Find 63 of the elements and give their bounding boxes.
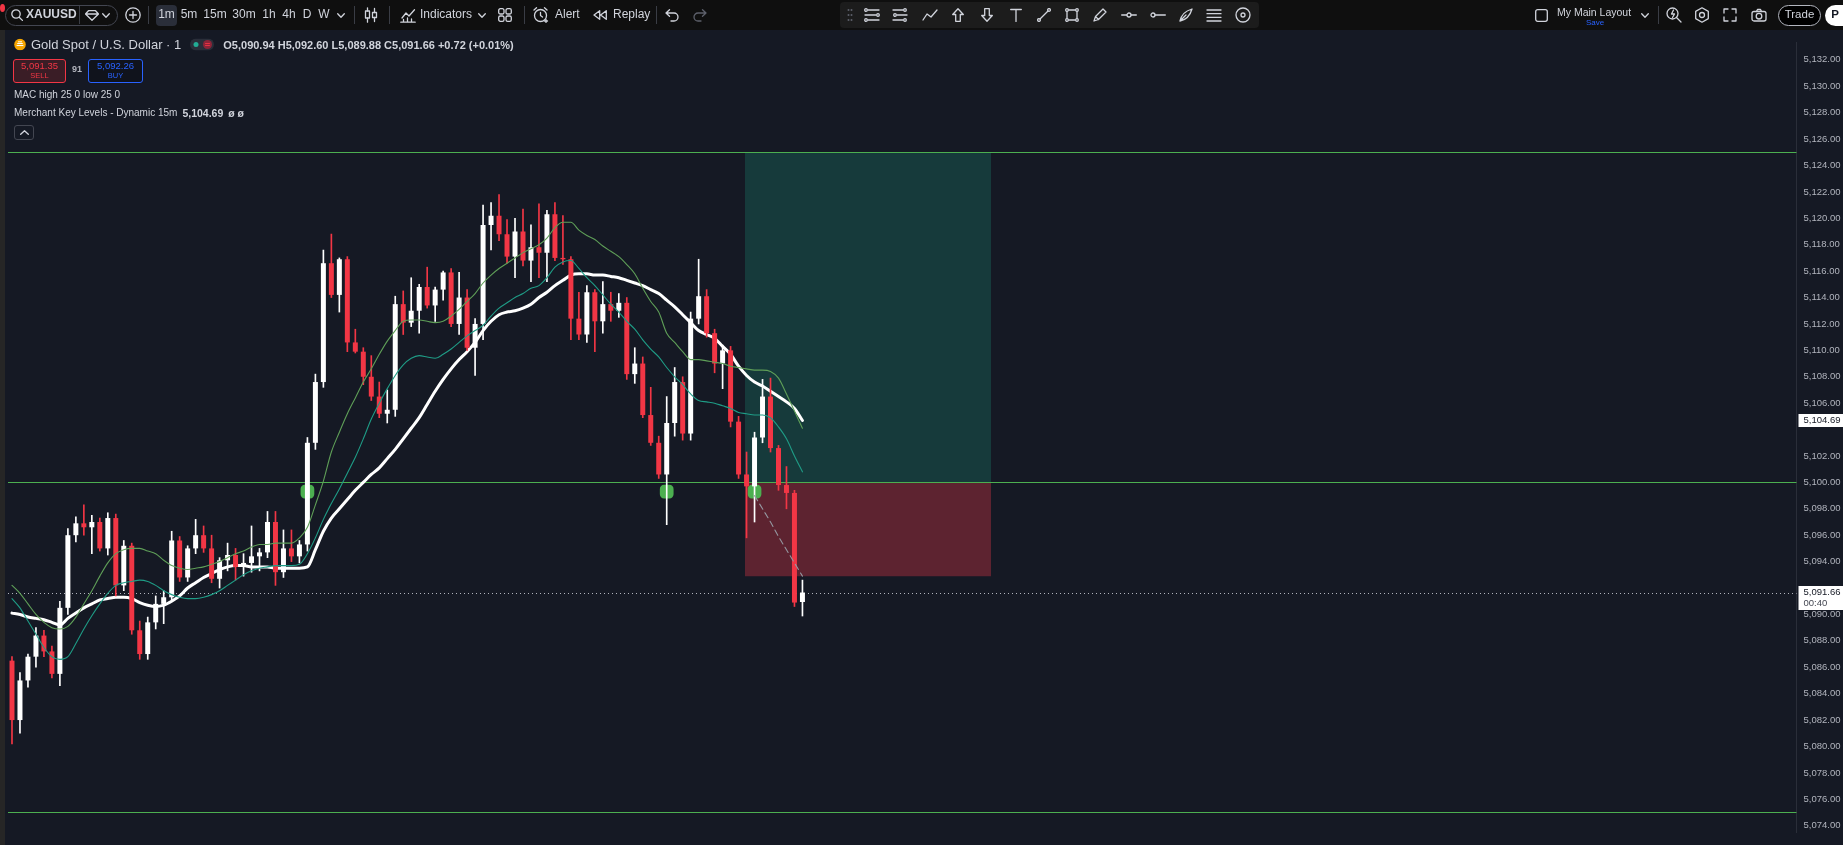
text: Replay xyxy=(613,7,651,22)
y-tick-label: 5,122.00 xyxy=(1803,185,1841,197)
text: My Main Layout xyxy=(1557,5,1632,19)
text: Alert xyxy=(555,7,580,22)
text: 15m xyxy=(203,7,227,22)
y-tick-label: 5,132.00 xyxy=(1803,53,1841,65)
text: W xyxy=(318,7,330,22)
text: 5m xyxy=(180,7,198,22)
text: 5,104.69 xyxy=(1803,414,1841,426)
y-tick-label: 5,090.00 xyxy=(1803,608,1841,620)
candlestick xyxy=(488,202,494,251)
y-tick-label: 5,114.00 xyxy=(1803,291,1840,303)
y-tick-label: 5,076.00 xyxy=(1803,792,1841,804)
chart-subtitle: O5,090.94 H5,092.60 L5,089.88 C5,091.66 +0.72 (+0.01%) xyxy=(223,38,514,52)
annotation: MAC high 25 0 low 25 0 xyxy=(14,89,121,101)
y-tick-label: 5,084.00 xyxy=(1803,687,1841,699)
text: XAUUSD xyxy=(26,7,77,22)
candlestick xyxy=(536,203,542,279)
text: 30m xyxy=(232,7,256,22)
text: D xyxy=(302,7,312,22)
y-tick-label: 5,094.00 xyxy=(1803,555,1841,567)
y-tick-label: 5,086.00 xyxy=(1803,660,1841,672)
candlestick xyxy=(89,515,95,555)
y-tick-label: 5,108.00 xyxy=(1803,370,1841,382)
annotation: 5,104.69 xyxy=(182,106,224,120)
y-tick-label: 5,124.00 xyxy=(1803,159,1841,171)
text: 00:40 xyxy=(1803,597,1828,609)
annotation: Merchant Key Levels - Dynamic 15m xyxy=(14,107,178,119)
candlestick xyxy=(528,224,534,283)
annotation: ø ø xyxy=(228,106,245,120)
text: 1h xyxy=(262,7,276,22)
y-tick-label: 5,112.00 xyxy=(1803,317,1840,329)
candlestick xyxy=(81,504,87,536)
y-tick-label: 5,088.00 xyxy=(1803,634,1841,646)
annotation: 5,091.35 xyxy=(21,59,58,72)
text: 4h xyxy=(282,7,296,22)
y-tick-label: 5,100.00 xyxy=(1803,476,1841,488)
y-tick-label: 5,120.00 xyxy=(1803,211,1841,223)
y-tick-label: 5,126.00 xyxy=(1803,132,1841,144)
annotation: 91 xyxy=(71,63,83,75)
y-tick-label: 5,098.00 xyxy=(1803,502,1841,514)
annotation: 5,092.26 xyxy=(97,59,134,72)
candlestick xyxy=(632,347,638,384)
text: Trade xyxy=(1784,8,1815,22)
y-tick-label: 5,110.00 xyxy=(1803,343,1840,355)
text: Save xyxy=(1585,18,1605,28)
ref-line-label: 5,091.66 xyxy=(1803,586,1841,598)
y-tick-label: 5,118.00 xyxy=(1803,238,1840,250)
y-tick-label: 5,096.00 xyxy=(1803,528,1841,540)
y-tick-label: 5,102.00 xyxy=(1803,449,1841,461)
y-tick-label: 5,080.00 xyxy=(1803,740,1841,752)
y-tick-label: 5,078.00 xyxy=(1803,766,1841,778)
chart-title: Gold Spot / U.S. Dollar · 1 xyxy=(31,36,182,53)
candlestick xyxy=(608,291,614,322)
y-tick-label: 5,130.00 xyxy=(1803,79,1841,91)
candlestick xyxy=(384,389,390,424)
y-tick-label: 5,128.00 xyxy=(1803,106,1841,118)
text: Indicators xyxy=(420,7,473,22)
text: P xyxy=(1831,8,1839,22)
y-tick-label: 5,116.00 xyxy=(1803,264,1840,276)
y-tick-label: 5,074.00 xyxy=(1803,819,1841,831)
y-tick-label: 5,082.00 xyxy=(1803,713,1841,725)
y-tick-label: 5,106.00 xyxy=(1803,396,1841,408)
